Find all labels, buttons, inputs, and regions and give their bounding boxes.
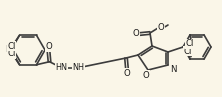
Text: O: O [124,68,130,78]
Text: N: N [5,45,12,55]
Text: O: O [45,42,52,51]
Text: NH: NH [73,63,85,72]
Text: O: O [143,71,149,80]
Text: HN: HN [56,63,67,72]
Text: N: N [170,65,176,74]
Text: O: O [158,23,164,32]
Text: Cl: Cl [184,47,192,56]
Text: Cl: Cl [7,42,16,51]
Text: Cl: Cl [7,49,16,58]
Text: O: O [133,29,139,39]
Text: Cl: Cl [186,39,194,48]
